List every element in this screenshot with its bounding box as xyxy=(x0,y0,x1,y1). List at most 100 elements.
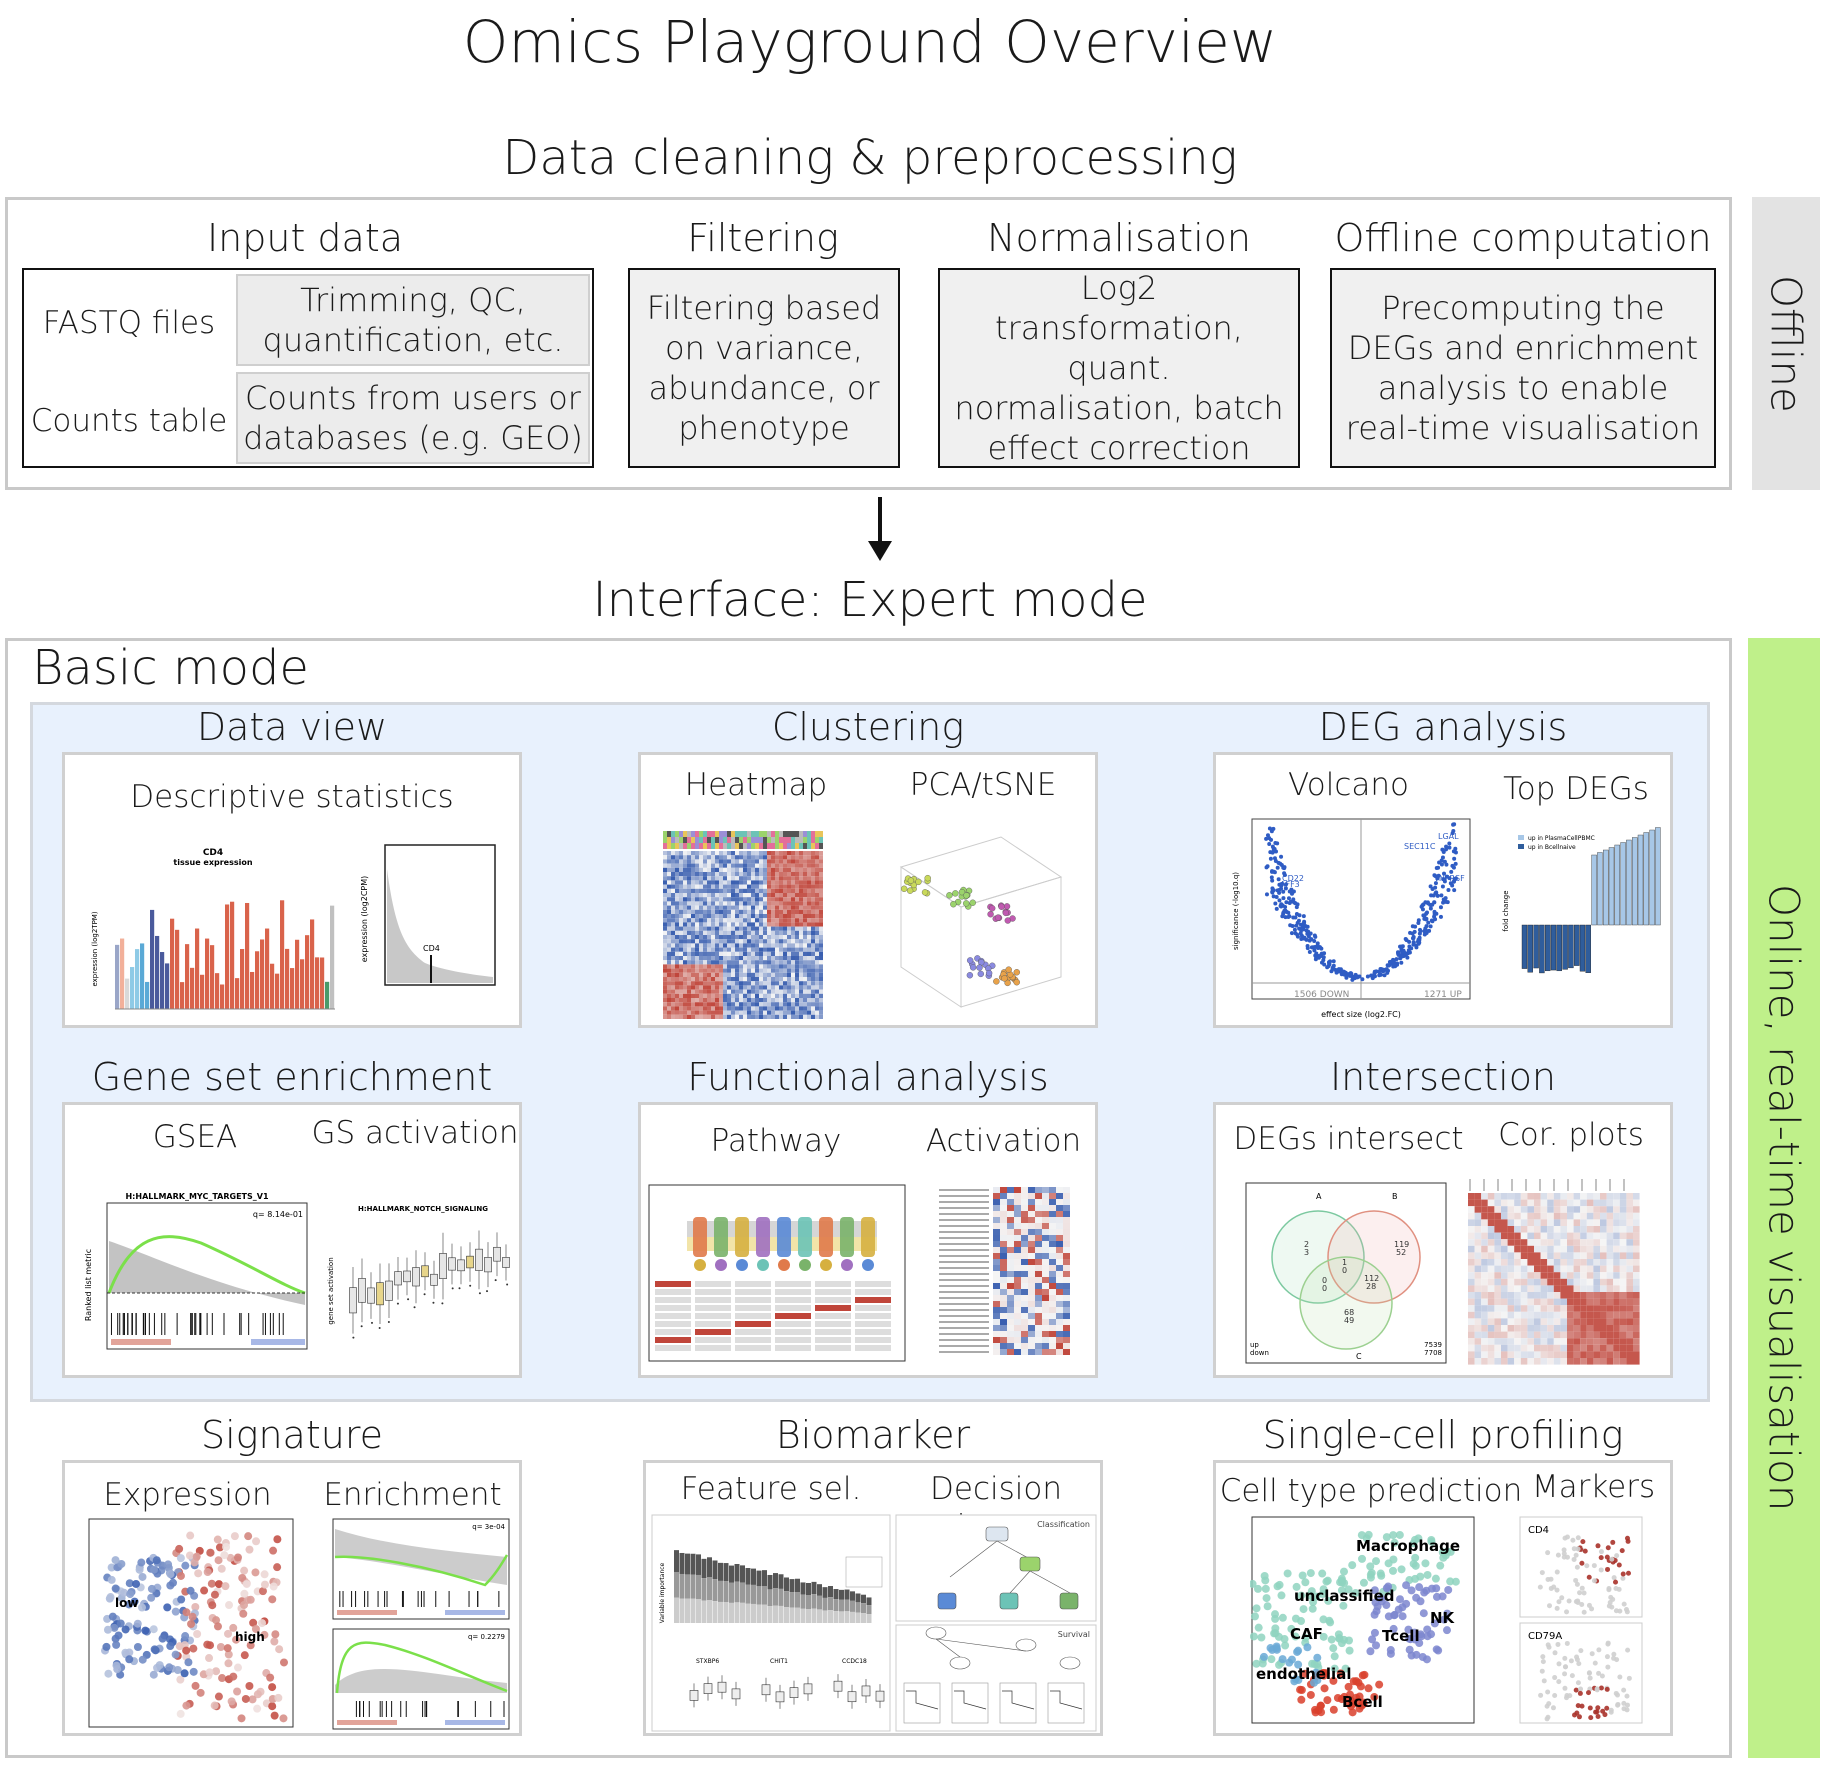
celltype-scatter xyxy=(1250,1530,1460,1717)
sig-low: low xyxy=(115,1596,138,1610)
gse-charts: H:HALLMARK_MYC_TARGETS_V1 q= 8.14e-01 Ra… xyxy=(84,1192,510,1350)
singlecell-panel: Cell type prediction Markers Macrophage u… xyxy=(1213,1460,1673,1736)
svg-text:52: 52 xyxy=(1396,1248,1406,1257)
activation-ylabel: gene set activation xyxy=(327,1257,335,1324)
gsea-q: q= 8.14e-01 xyxy=(253,1210,303,1219)
input-data-box: FASTQ files Trimming, QC, quantification… xyxy=(22,268,594,468)
pathway-label: Pathway xyxy=(710,1123,842,1159)
svg-text:68: 68 xyxy=(1344,1308,1354,1317)
volcano-ylabel: significance (-log10.q) xyxy=(1232,872,1240,950)
venn-circle-a xyxy=(1271,1210,1365,1304)
biomarker-panel: Feature sel. Decision trees Variable imp… xyxy=(643,1460,1103,1736)
venn-b: B xyxy=(1392,1192,1398,1201)
bar-ylabel: expression (log2TPM) xyxy=(91,911,99,986)
data-view-heading: Data view xyxy=(196,705,388,749)
cell-type-label: Cell type prediction xyxy=(1219,1473,1523,1509)
marker-cd4-plot xyxy=(1519,1516,1643,1618)
gene-1: STXBP6 xyxy=(696,1658,719,1665)
counts-label: Counts table xyxy=(30,403,228,439)
venn-footer-up: up xyxy=(1250,1341,1259,1349)
dist-area xyxy=(387,869,493,983)
offline-computation-heading: Offline computation xyxy=(1334,216,1712,260)
functional-charts xyxy=(648,1184,1070,1362)
online-label: Online, real-time visualisation xyxy=(1759,884,1809,1512)
gsea-hit-ticks xyxy=(110,1313,284,1335)
tissue-bars xyxy=(115,900,335,1009)
venn-a: A xyxy=(1316,1192,1322,1201)
biomarker-heading: Biomarker xyxy=(775,1413,971,1457)
signature-charts: low high q= 3e-04 q= 0.2279 xyxy=(88,1518,510,1730)
down-count: 1506 DOWN xyxy=(1294,990,1349,1000)
markers-label: Markers xyxy=(1531,1469,1656,1505)
degs-intersect-label: DEGs intersect xyxy=(1233,1121,1464,1157)
offline-computation-box: Precomputing the DEGs and enrichment ana… xyxy=(1330,268,1716,468)
activation-label: Activation xyxy=(925,1123,1082,1159)
gse-panel: GSEA GS activation H:HALLMARK_MYC_TARGET… xyxy=(62,1102,522,1378)
dist-label: CD4 xyxy=(423,944,440,953)
correlation-heatmap xyxy=(1468,1179,1640,1365)
pca-3d-plot xyxy=(899,836,1063,1008)
normalisation-heading: Normalisation xyxy=(987,216,1251,260)
biomarker-boxplots xyxy=(689,1674,885,1709)
celltype-label: unclassified xyxy=(1294,1587,1395,1605)
filtering-heading: Filtering xyxy=(687,216,839,260)
interface-heading: Interface: Expert mode xyxy=(592,572,1148,628)
enrichment-label: Enrichment xyxy=(323,1477,502,1513)
dist-ylabel: expression (log2CPM) xyxy=(360,876,369,963)
filtering-box: Filtering based on variance, abundance, … xyxy=(628,268,900,468)
celltype-label: Tcell xyxy=(1382,1627,1420,1645)
variable-importance-bars xyxy=(674,1550,883,1623)
gse-heading: Gene set enrichment xyxy=(91,1055,493,1099)
flow-arrow xyxy=(868,497,892,561)
sig-q2: q= 0.2279 xyxy=(468,1633,505,1641)
clustering-heading: Clustering xyxy=(771,705,965,749)
svg-text:119: 119 xyxy=(1394,1240,1409,1249)
top-degs-label: Top DEGs xyxy=(1503,771,1649,807)
svg-text:2: 2 xyxy=(1304,1240,1309,1249)
biomarker-charts: Variable importance STXBP6 CHIT1 CCDC18 … xyxy=(651,1514,1097,1732)
svg-text:LGAL: LGAL xyxy=(1438,832,1459,841)
venn-total-1: 7539 xyxy=(1424,1341,1442,1349)
activation-heatmap xyxy=(939,1187,1070,1355)
activation-title: H:HALLMARK_NOTCH_SIGNALING xyxy=(358,1205,488,1213)
celltype-label: Macrophage xyxy=(1356,1537,1460,1555)
feature-sel-label: Feature sel. xyxy=(680,1471,862,1507)
activation-boxplots xyxy=(349,1230,510,1339)
deg-legend-2: up in Bcellnaive xyxy=(1528,844,1576,851)
cor-plots-label: Cor. plots xyxy=(1498,1117,1644,1153)
fastq-desc: Trimming, QC, quantification, etc. xyxy=(236,274,590,366)
svg-text:112: 112 xyxy=(1364,1274,1379,1283)
descriptive-stats-label: Descriptive statistics xyxy=(130,779,454,815)
varimp-ylabel: Variable importance xyxy=(659,1562,666,1623)
singlecell-charts: Macrophage unclassified NK CAF Tcell endothel… xyxy=(1250,1516,1643,1724)
svg-text:1: 1 xyxy=(1342,1258,1347,1267)
signature-heading: Signature xyxy=(200,1413,383,1457)
celltype-label: CAF xyxy=(1290,1625,1323,1643)
venn-frame xyxy=(1245,1182,1447,1364)
sig-high: high xyxy=(235,1630,265,1644)
volcano-label: Volcano xyxy=(1287,767,1410,803)
venn-total-2: 7708 xyxy=(1424,1349,1442,1357)
clustering-heatmap xyxy=(663,831,823,1019)
clustering-panel: Heatmap PCA/tSNE xyxy=(638,752,1098,1028)
deg-heading: DEG analysis xyxy=(1318,705,1568,749)
venn-circle-b xyxy=(1327,1210,1421,1304)
counts-desc: Counts from users or databases (e.g. GEO… xyxy=(236,372,590,464)
deg-legend-1: up in PlasmaCellPBMC xyxy=(1528,835,1595,842)
input-data-heading: Input data xyxy=(206,216,404,260)
clustering-charts xyxy=(663,831,1063,1019)
classification-label: Classification xyxy=(1037,1520,1090,1529)
svg-text:0: 0 xyxy=(1322,1284,1327,1293)
intersection-heading: Intersection xyxy=(1329,1055,1557,1099)
functional-heading: Functional analysis xyxy=(687,1055,1049,1099)
top-deg-bars xyxy=(1521,827,1661,974)
marker-2: CD79A xyxy=(1528,1631,1562,1642)
pca-tsne-label: PCA/tSNE xyxy=(909,767,1057,803)
signature-scatter xyxy=(101,1531,288,1723)
heatmap-label: Heatmap xyxy=(684,767,828,803)
normalisation-box: Log2 transformation, quant. normalisatio… xyxy=(938,268,1300,468)
up-count: 1271 UP xyxy=(1424,990,1462,1000)
